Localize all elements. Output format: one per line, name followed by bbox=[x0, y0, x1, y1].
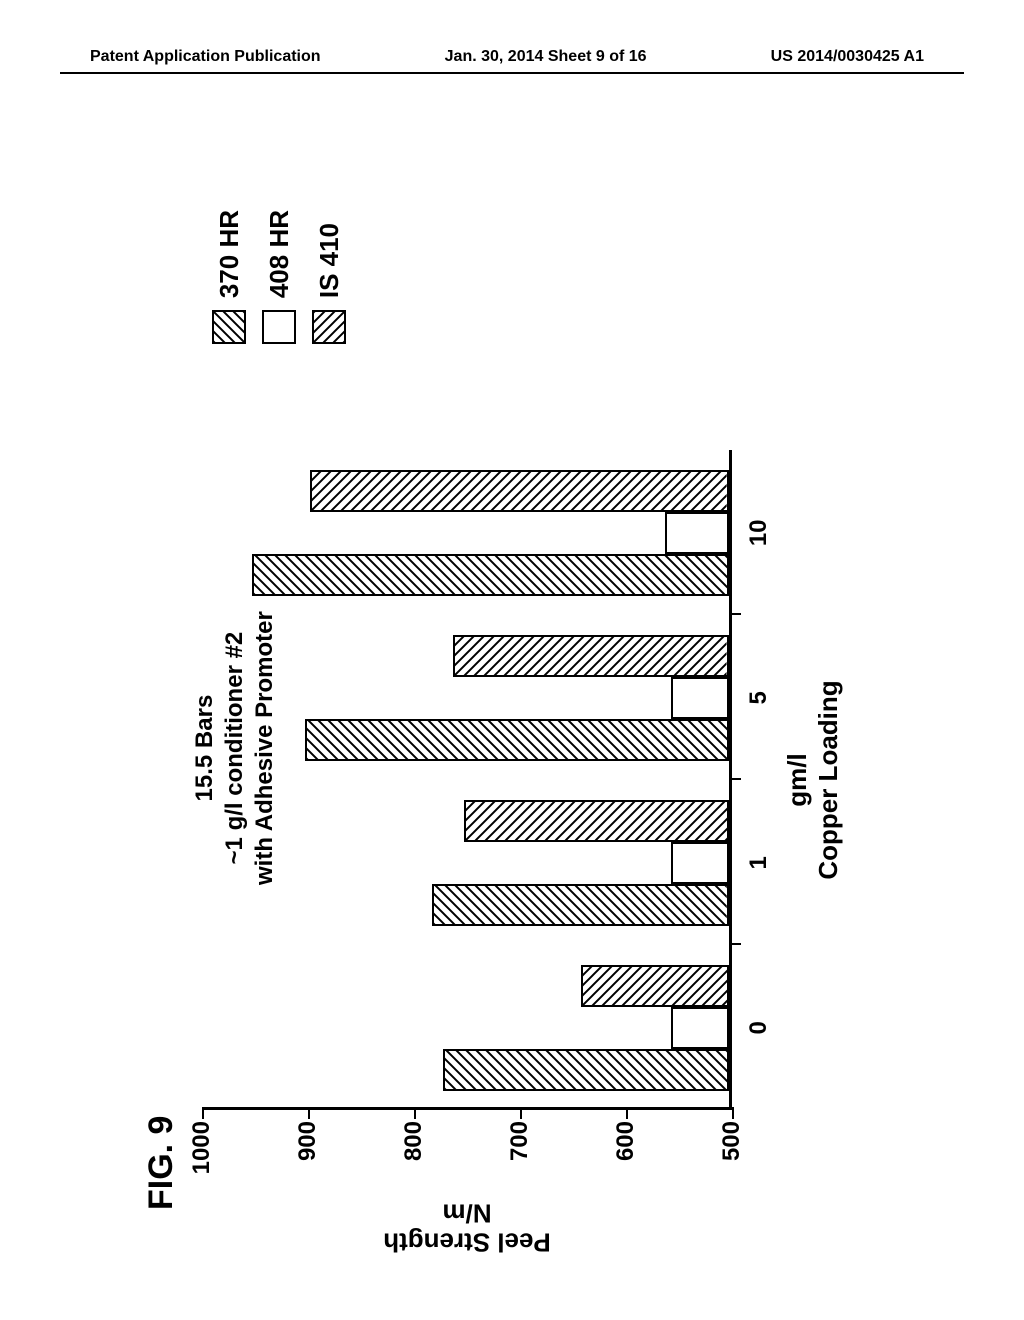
bar bbox=[453, 635, 729, 677]
x-tick-label: 0 bbox=[745, 1021, 773, 1034]
legend-label: IS 410 bbox=[314, 223, 345, 298]
legend-item: 408 HR bbox=[262, 210, 296, 344]
bar bbox=[310, 470, 729, 512]
header-right: US 2014/0030425 A1 bbox=[771, 48, 924, 66]
y-axis-label: Peel Strength N/m bbox=[383, 1199, 551, 1256]
plot-area: 500600700800900100001510 bbox=[202, 450, 732, 1110]
header-left: Patent Application Publication bbox=[90, 48, 321, 66]
x-axis-label-line1: gm/l bbox=[782, 680, 813, 879]
legend-swatch bbox=[312, 310, 346, 344]
y-tick bbox=[308, 1107, 310, 1119]
bar bbox=[581, 965, 729, 1007]
x-tick-label: 10 bbox=[745, 519, 773, 546]
x-tick bbox=[729, 943, 741, 945]
x-tick bbox=[729, 778, 741, 780]
y-tick-label: 700 bbox=[506, 1121, 534, 1179]
annotation-line: 15.5 Bars bbox=[190, 611, 220, 885]
y-tick-label: 500 bbox=[718, 1121, 746, 1179]
bar bbox=[443, 1049, 729, 1091]
bar bbox=[252, 554, 729, 596]
y-tick bbox=[626, 1107, 628, 1119]
x-tick-label: 5 bbox=[745, 691, 773, 704]
x-tick bbox=[729, 613, 741, 615]
figure-9: FIG. 9 500600700800900100001510 Peel Str… bbox=[122, 150, 902, 1250]
legend: 370 HR 408 HR IS 410 bbox=[212, 210, 362, 344]
x-tick-label: 1 bbox=[745, 856, 773, 869]
y-tick-label: 600 bbox=[612, 1121, 640, 1179]
legend-item: IS 410 bbox=[312, 210, 346, 344]
y-tick bbox=[520, 1107, 522, 1119]
y-tick bbox=[732, 1107, 734, 1119]
y-axis-label-line1: Peel Strength bbox=[383, 1228, 551, 1257]
bar bbox=[464, 800, 729, 842]
x-axis-label-line2: Copper Loading bbox=[813, 680, 844, 879]
legend-label: 370 HR bbox=[214, 210, 245, 298]
legend-swatch bbox=[212, 310, 246, 344]
y-axis-label-line2: N/m bbox=[383, 1199, 551, 1228]
y-tick bbox=[202, 1107, 204, 1119]
y-tick bbox=[414, 1107, 416, 1119]
bar bbox=[671, 842, 729, 884]
annotation-line: ~1 g/l conditioner #2 bbox=[220, 611, 250, 885]
legend-swatch bbox=[262, 310, 296, 344]
bar bbox=[671, 1007, 729, 1049]
bar bbox=[671, 677, 729, 719]
header-center: Jan. 30, 2014 Sheet 9 of 16 bbox=[445, 48, 647, 66]
bar bbox=[305, 719, 729, 761]
bar-chart: 500600700800900100001510 Peel Strength N… bbox=[202, 450, 732, 1110]
annotation-line: with Adhesive Promoter bbox=[250, 611, 280, 885]
legend-label: 408 HR bbox=[264, 210, 295, 298]
bar bbox=[432, 884, 729, 926]
y-tick-label: 1000 bbox=[188, 1121, 216, 1179]
header-rule bbox=[60, 72, 964, 74]
y-tick-label: 800 bbox=[400, 1121, 428, 1179]
legend-item: 370 HR bbox=[212, 210, 246, 344]
bar bbox=[665, 512, 729, 554]
figure-label: FIG. 9 bbox=[142, 1116, 181, 1210]
y-tick-label: 900 bbox=[294, 1121, 322, 1179]
page-header: Patent Application Publication Jan. 30, … bbox=[0, 48, 1024, 66]
x-axis-label: gm/l Copper Loading bbox=[782, 680, 844, 879]
chart-annotation: 15.5 Bars~1 g/l conditioner #2with Adhes… bbox=[190, 611, 280, 885]
